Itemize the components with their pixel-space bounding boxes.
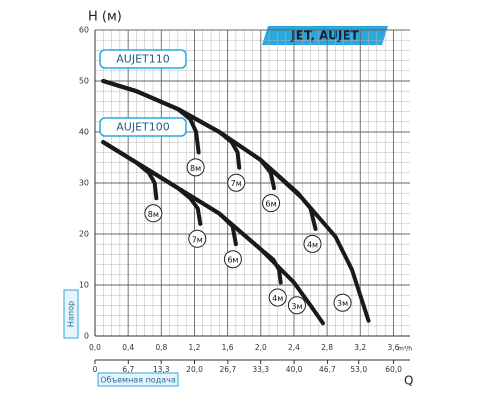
depth-label: 4м [307, 240, 318, 249]
depth-label: 3м [291, 302, 302, 311]
depth-marker [144, 204, 163, 223]
y-axis-name-box [63, 289, 79, 339]
depth-label: 8м [190, 164, 201, 173]
depth-marker [262, 194, 281, 213]
pump-curve [101, 79, 201, 155]
y-tick-label: 20 [79, 230, 89, 239]
x-axis-unit: m³/h [398, 346, 412, 353]
depth-marker [333, 293, 352, 312]
x2-axis-label: Q [404, 374, 413, 388]
y-tick-label: 0 [84, 332, 89, 341]
x-tick-label: 2,0 [255, 343, 267, 352]
x2-axis-name-box [97, 372, 179, 387]
depth-marker [287, 296, 306, 315]
x2-tick-label: 6,7 [122, 365, 134, 374]
pump-curve [101, 140, 325, 326]
x-tick-label: 1,2 [189, 343, 201, 352]
depth-marker [223, 250, 242, 269]
x-tick-label: 3,6 [387, 343, 399, 352]
y-tick-label: 30 [79, 179, 89, 188]
x2-tick-label: 53,0 [350, 365, 367, 374]
depth-label: 4м [272, 294, 283, 303]
depth-label: 6м [265, 200, 276, 209]
depth-label: 3м [337, 299, 348, 308]
x-tick-label: 0,0 [89, 343, 101, 352]
y-tick-label: 40 [79, 128, 89, 137]
x-tick-label: 3,2 [354, 343, 366, 352]
depth-marker [186, 158, 205, 177]
y-tick-label: 10 [79, 281, 89, 290]
model-box [99, 49, 187, 69]
y-tick-label: 50 [79, 77, 89, 86]
depth-marker [227, 173, 246, 192]
x2-tick-label: 60,0 [385, 365, 402, 374]
depth-label: 6м [227, 256, 238, 265]
model-label: AUJET110 [116, 53, 170, 66]
x-tick-label: 0,8 [155, 343, 167, 352]
x-tick-label: 0,4 [122, 343, 134, 352]
x-tick-label: 2,4 [288, 343, 300, 352]
depth-marker [303, 234, 322, 253]
x2-tick-label: 46,7 [319, 365, 336, 374]
x2-tick-label: 26,7 [220, 365, 237, 374]
chart-title: JET, AUJET [290, 29, 359, 43]
y-tick-label: 60 [79, 26, 89, 35]
depth-label: 7м [192, 235, 203, 244]
x2-tick-label: 20,0 [186, 365, 203, 374]
depth-label: 8м [148, 210, 159, 219]
x-tick-label: 2,8 [321, 343, 333, 352]
x2-tick-label: 40,0 [286, 365, 303, 374]
y-axis-label: H (м) [88, 10, 122, 25]
depth-marker [268, 288, 287, 307]
model-label: AUJET100 [116, 121, 170, 134]
depth-marker [188, 229, 207, 248]
x2-tick-label: 33,3 [252, 365, 269, 374]
pump-curve [101, 79, 371, 323]
model-box [99, 117, 187, 137]
x2-tick-label: 13,3 [153, 365, 170, 374]
x2-axis-name: Объемная подача [100, 376, 176, 385]
depth-label: 7м [231, 179, 242, 188]
y-axis-name: Напор [67, 301, 76, 327]
x2-tick-label: 0 [93, 365, 98, 374]
x-tick-label: 1,6 [222, 343, 234, 352]
